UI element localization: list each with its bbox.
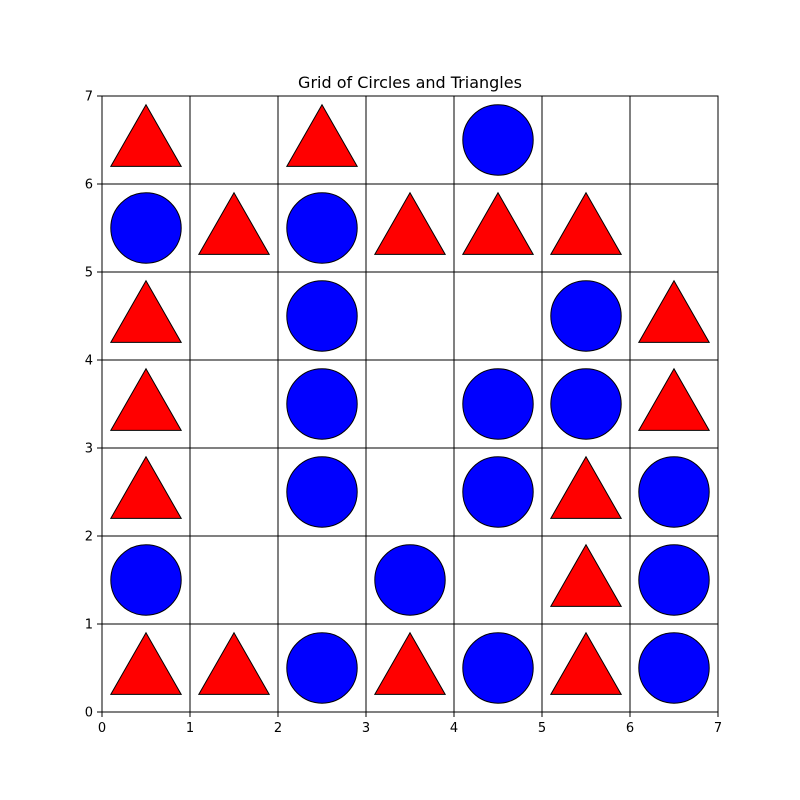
triangle-marker: [637, 279, 711, 343]
grid-cell: [453, 535, 543, 625]
circle-marker: [286, 456, 358, 528]
grid-cell: [189, 447, 279, 537]
y-tick-label: 2: [85, 530, 93, 545]
circle-marker: [462, 456, 534, 528]
circle-marker: [462, 104, 534, 176]
grid-cell: [453, 271, 543, 361]
triangle-marker: [461, 191, 535, 255]
triangle-marker: [549, 631, 623, 695]
triangle-marker: [637, 367, 711, 431]
grid-cell: [629, 183, 719, 273]
x-tick-label: 2: [274, 721, 282, 736]
triangle-marker: [373, 191, 447, 255]
grid-cell: [365, 359, 455, 449]
circle-marker: [638, 456, 710, 528]
x-tick-label: 6: [626, 721, 634, 736]
circle-marker: [286, 280, 358, 352]
triangle-marker: [197, 631, 271, 695]
triangle-marker: [549, 191, 623, 255]
circle-marker: [286, 368, 358, 440]
triangle-marker: [109, 367, 183, 431]
x-tick-label: 7: [714, 721, 722, 736]
y-tick-label: 6: [85, 178, 93, 193]
shape-markers: [109, 103, 711, 704]
grid-cells: [101, 95, 719, 713]
triangle-marker: [285, 103, 359, 167]
circle-marker: [110, 544, 182, 616]
x-tick-label: 4: [450, 721, 458, 736]
triangle-marker: [197, 191, 271, 255]
circle-marker: [550, 280, 622, 352]
circle-marker: [110, 192, 182, 264]
triangle-marker: [109, 631, 183, 695]
grid-cell: [365, 271, 455, 361]
grid-cell: [189, 359, 279, 449]
triangle-marker: [109, 455, 183, 519]
x-tick-label: 5: [538, 721, 546, 736]
y-tick-label: 0: [85, 706, 93, 721]
triangle-marker: [549, 455, 623, 519]
grid-cell: [189, 271, 279, 361]
x-tick-label: 0: [98, 721, 106, 736]
chart-title: Grid of Circles and Triangles: [298, 73, 522, 92]
y-tick-label: 4: [85, 354, 93, 369]
circle-marker: [462, 632, 534, 704]
grid-cell: [365, 447, 455, 537]
triangle-marker: [109, 279, 183, 343]
y-tick-label: 5: [85, 266, 93, 281]
circle-marker: [374, 544, 446, 616]
circle-marker: [286, 632, 358, 704]
grid-cell: [277, 535, 367, 625]
grid-cell: [541, 95, 631, 185]
triangle-marker: [109, 103, 183, 167]
y-tick-label: 7: [85, 90, 93, 105]
grid-cell: [629, 95, 719, 185]
circle-marker: [462, 368, 534, 440]
y-tick-label: 3: [85, 442, 93, 457]
x-axis: 0 1 2 3 4 5 6 7: [98, 712, 722, 736]
triangle-marker: [549, 543, 623, 607]
grid-cell: [365, 95, 455, 185]
grid-cell: [189, 535, 279, 625]
circle-marker: [286, 192, 358, 264]
x-tick-label: 1: [186, 721, 194, 736]
x-tick-label: 3: [362, 721, 370, 736]
y-axis: 0 1 2 3 4 5 6 7: [85, 90, 102, 721]
circle-marker: [638, 632, 710, 704]
circle-marker: [638, 544, 710, 616]
y-tick-label: 1: [85, 618, 93, 633]
triangle-marker: [373, 631, 447, 695]
circle-marker: [550, 368, 622, 440]
grid-cell: [189, 95, 279, 185]
